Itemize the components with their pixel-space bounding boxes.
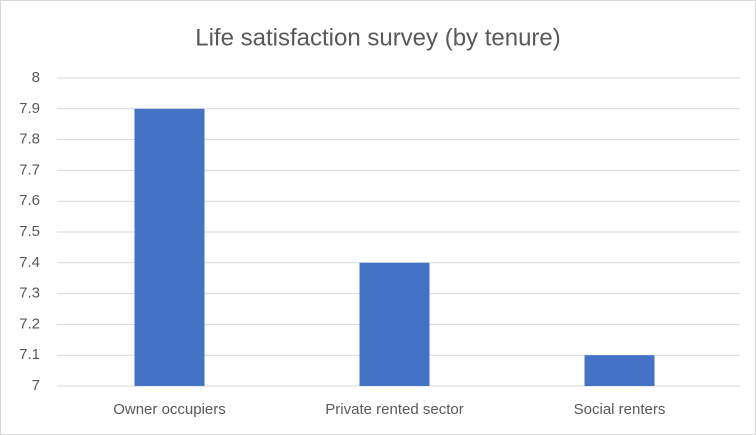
y-tick-label: 7 [32, 377, 40, 394]
bar [359, 262, 430, 386]
y-tick-label: 7.7 [19, 161, 40, 178]
chart-title: Life satisfaction survey (by tenure) [195, 24, 561, 51]
x-tick-label: Private rented sector [325, 401, 463, 418]
y-tick-label: 7.1 [19, 346, 40, 363]
y-tick-label: 7.8 [19, 131, 40, 148]
x-tick-label: Social renters [574, 401, 666, 418]
y-tick-label: 7.3 [19, 285, 40, 302]
y-tick-label: 7.9 [19, 100, 40, 117]
y-tick-label: 7.4 [19, 254, 40, 271]
y-tick-label: 7.6 [19, 192, 40, 209]
y-tick-label: 8 [32, 69, 40, 86]
y-tick-label: 7.2 [19, 315, 40, 332]
bar [134, 108, 205, 387]
bar [584, 355, 655, 386]
y-tick-label: 7.5 [19, 223, 40, 240]
x-tick-label: Owner occupiers [113, 401, 226, 418]
